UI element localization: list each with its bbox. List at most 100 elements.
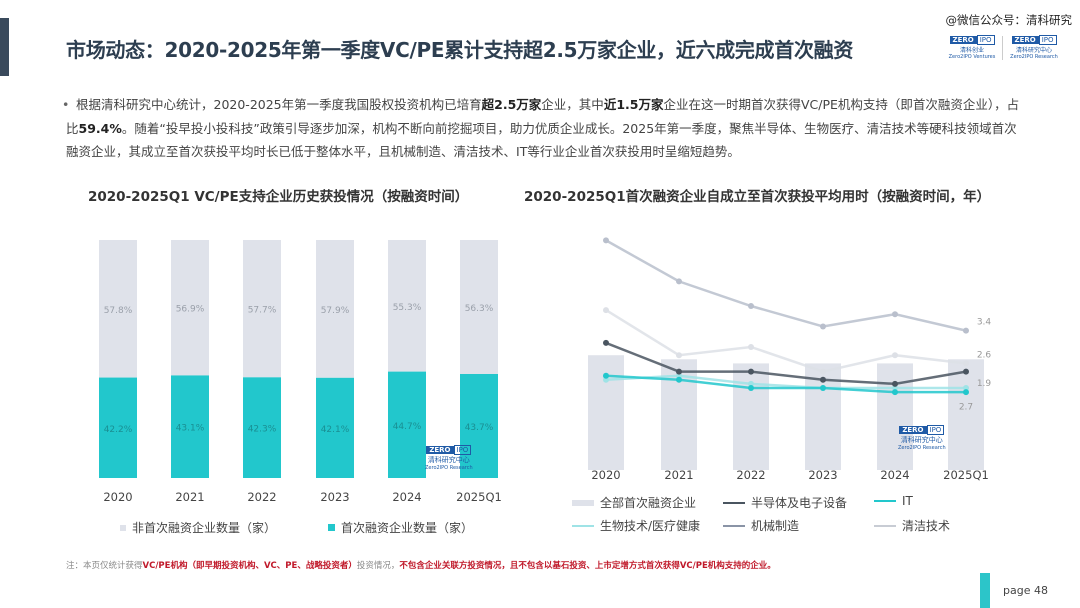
line-series — [605, 239, 967, 332]
bar-first — [243, 377, 281, 478]
footnote-segment: VC/PE机构（即早期投资机构、VC、PE、战略投资者） — [142, 561, 357, 571]
legend-swatch — [572, 499, 594, 506]
bar-non-first — [243, 240, 281, 378]
page-title: 市场动态：2020-2025年第一季度VC/PE累计支持超2.5万家企业，近六成… — [66, 38, 854, 62]
bar-chart-watermark-logo: ZERO IPO 清科研究中心 Zero2IPO Research — [425, 445, 473, 471]
bar-label-non-first: 57.9% — [321, 306, 350, 316]
logo-sub: Zero2IPO Ventures — [948, 54, 996, 60]
line-point — [892, 352, 898, 359]
bar-label-first: 44.7% — [393, 422, 422, 432]
bar-all-first-financing — [733, 363, 769, 470]
line-chart-watermark-logo: ZERO IPO 清科研究中心 Zero2IPO Research — [898, 425, 946, 451]
page-accent-bar — [980, 573, 990, 608]
legend-item-cleantech: 清洁技术 — [874, 517, 950, 534]
line-point — [676, 278, 682, 285]
line-point — [748, 303, 754, 309]
bar-label-non-first: 57.7% — [248, 306, 277, 316]
legend-item-non-first: 非首次融资企业数量（家） — [120, 519, 276, 536]
bar-all-first-financing — [877, 363, 913, 470]
bar-label-non-first: 57.8% — [104, 306, 133, 316]
watermark-sub: Zero2IPO Research — [425, 465, 473, 471]
legend-label: 机械制造 — [751, 519, 800, 533]
legend-label: 生物技术/医疗健康 — [600, 519, 701, 533]
line-point — [676, 372, 682, 379]
legend-label: 全部首次融资企业 — [600, 496, 697, 510]
x-tick-label: 2025Q1 — [943, 468, 989, 482]
bar-non-first — [99, 240, 137, 378]
bar-first — [171, 375, 209, 478]
legend-swatch — [572, 524, 594, 527]
legend-item-all: 全部首次融资企业 — [572, 494, 696, 511]
x-tick-label: 2024 — [392, 490, 421, 504]
watermark-name: 清科研究中心 — [900, 436, 943, 444]
bar-label-non-first: 56.3% — [465, 304, 494, 314]
x-tick-label: 2022 — [247, 490, 276, 504]
legend-item-machinery: 机械制造 — [723, 517, 799, 534]
bar-all-first-financing — [948, 359, 984, 470]
bar-first — [460, 373, 498, 478]
watermark-text: @微信公众号：清科研究 — [945, 13, 1073, 27]
x-tick-label: 2025Q1 — [456, 490, 502, 504]
line-point — [603, 307, 609, 314]
x-tick-label: 2024 — [880, 468, 909, 482]
bar-all-first-financing — [588, 355, 624, 470]
x-tick-label: 2021 — [175, 490, 204, 504]
line-point — [820, 368, 826, 375]
line-point — [892, 389, 898, 396]
watermark-name: 清科研究中心 — [427, 456, 470, 464]
line-end-label: 2.6 — [977, 350, 992, 360]
footnote-segment: 投资情况， — [356, 561, 400, 571]
logo-sub: Zero2IPO Research — [1010, 54, 1058, 60]
x-tick-label: 2023 — [808, 468, 837, 482]
logo-name: 清科创业 — [959, 47, 984, 54]
legend-label: 非首次融资企业数量（家） — [132, 521, 277, 535]
legend-label: IT — [902, 494, 913, 508]
legend-swatch — [328, 524, 335, 531]
bar-first — [316, 377, 354, 478]
x-tick-label: 2022 — [736, 468, 765, 482]
zero2ipo-research-logo: ZERO IPO 清科研究中心 Zero2IPO Research — [1008, 35, 1060, 63]
line-point — [963, 389, 969, 396]
line-point — [676, 376, 682, 383]
bar-label-non-first: 56.9% — [176, 305, 205, 315]
legend-swatch — [874, 524, 896, 527]
summary-segment: 超2.5万家 — [481, 97, 542, 112]
line-point — [748, 368, 754, 375]
line-point — [820, 323, 826, 330]
bar-label-first: 43.7% — [465, 423, 494, 433]
bar-label-non-first: 55.3% — [393, 303, 422, 313]
bullet-icon: • — [62, 97, 70, 112]
bar-first — [388, 371, 426, 478]
footnote-segment: 不包含企业关联方投资情况，且不包含以基石投资、上市定增方式首次获得VC/PE机构… — [399, 561, 776, 571]
line-point — [963, 368, 969, 375]
logo-name: 清科研究中心 — [1015, 47, 1052, 54]
legend-item-first: 首次融资企业数量（家） — [328, 519, 473, 536]
legend-swatch — [723, 524, 745, 527]
bar-label-first: 42.3% — [248, 425, 277, 435]
line-point — [748, 380, 754, 387]
legend-item-semiconductor: 半导体及电子设备 — [723, 494, 847, 511]
logo-divider — [1002, 36, 1003, 60]
line-point — [603, 339, 609, 346]
bar-non-first — [316, 240, 354, 378]
line-point — [963, 360, 969, 367]
bar-first — [99, 377, 137, 478]
line-point — [963, 327, 969, 334]
line-point — [748, 385, 754, 391]
x-tick-label: 2023 — [320, 490, 349, 504]
line-series — [605, 374, 966, 394]
bar-label-first: 42.2% — [104, 425, 133, 435]
line-point — [748, 344, 754, 350]
line-series — [605, 374, 966, 390]
summary-segment: 近1.5万家 — [603, 97, 664, 112]
line-end-label: 3.4 — [977, 318, 992, 328]
summary-paragraph: • 根据清科研究中心统计，2020-2025年第一季度我国股权投资机构已培育超2.… — [62, 93, 1026, 164]
line-point — [892, 385, 898, 391]
legend-label: 首次融资企业数量（家） — [341, 521, 474, 535]
line-point — [676, 352, 682, 359]
line-point — [963, 385, 969, 391]
legend-label: 清洁技术 — [902, 519, 951, 533]
line-chart-title: 2020-2025Q1首次融资企业自成立至首次获投平均用时（按融资时间，年） — [524, 189, 991, 205]
summary-text: 根据清科研究中心统计，2020-2025年第一季度我国股权投资机构已培育超2.5… — [66, 97, 1019, 159]
line-point — [892, 311, 898, 318]
